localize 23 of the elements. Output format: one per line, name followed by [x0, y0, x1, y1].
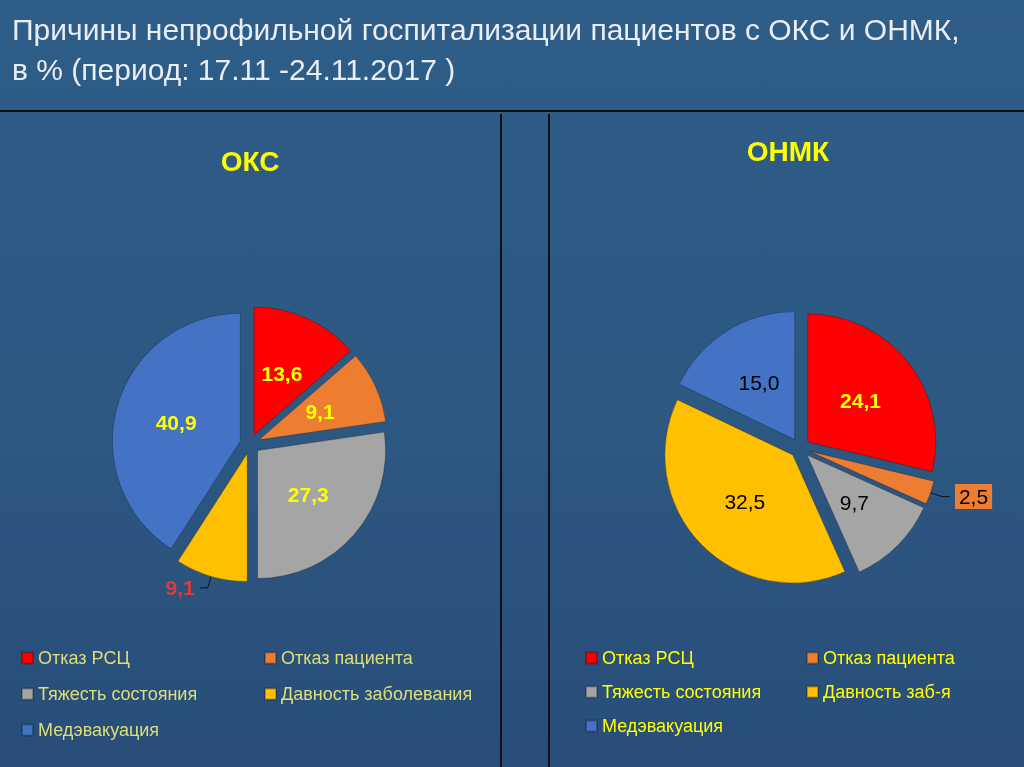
legend-label: Отказ пациента: [823, 648, 956, 668]
data-label: 27,3: [287, 482, 329, 506]
legend-label: Отказ РСЦ: [38, 648, 130, 668]
data-label: 13,6: [261, 362, 303, 386]
legend-label: Тяжесть состояния: [602, 682, 762, 702]
legend-label: Медэвакуация: [38, 720, 160, 740]
legend-label: Отказ пациента: [281, 648, 414, 668]
chart-title: ОКС: [220, 145, 280, 177]
legend-label: Отказ РСЦ: [602, 648, 694, 668]
legend-label: Давность заболевания: [281, 684, 473, 704]
data-label: 9,1: [165, 576, 196, 600]
data-label: 24,1: [840, 388, 882, 412]
legend-label: Тяжесть состояния: [38, 684, 198, 704]
text: Причины непрофильной госпитализации пациентов с ОКС и ОНМК, в % (период: 17.11 -24.11.2017 ): [12, 13, 960, 86]
data-label: 2,5: [958, 485, 989, 509]
data-label: 15,0: [738, 371, 780, 395]
data-label: 40,9: [155, 410, 197, 434]
chart-title: ОНМК: [746, 135, 831, 167]
data-label: 9,1: [305, 400, 335, 424]
data-label: 32,5: [724, 490, 766, 514]
legend-label: Медэвакуация: [602, 716, 724, 736]
legend-label: Давность заб-я: [823, 682, 951, 702]
data-label: 9,7: [839, 491, 869, 515]
